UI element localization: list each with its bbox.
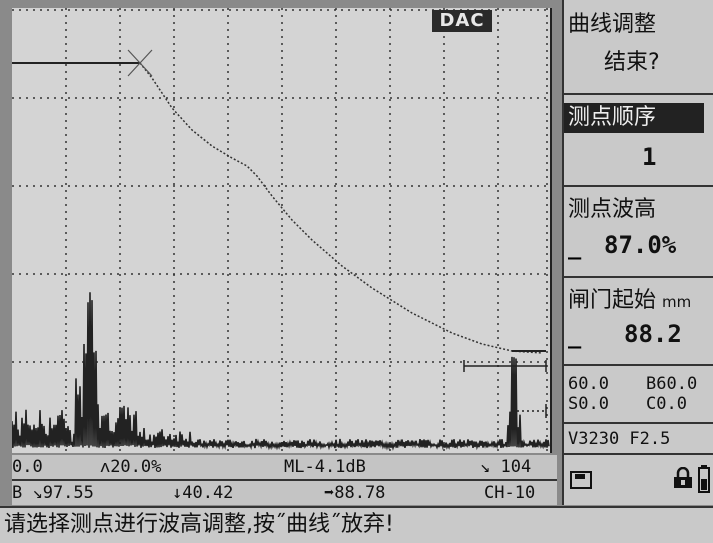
- menu-gate-start[interactable]: 闸门起始 mm _ 88.2: [564, 278, 713, 366]
- status-row-1: 0.0 ᴧ20.0% ML-4.1dB ↘ 104: [12, 455, 557, 481]
- a-scan-graph: [12, 8, 550, 453]
- battery-icon: [698, 465, 710, 493]
- menu-curve-adjust-end[interactable]: 曲线调整 结束?: [564, 0, 713, 95]
- sound-path-readout: ➡88.78: [324, 483, 386, 503]
- depth-readout: ↓40.42: [172, 483, 234, 503]
- menu-gate-start-label-row: 闸门起始 mm: [564, 278, 713, 317]
- menu-point-amplitude-value: 87.0%: [604, 231, 677, 259]
- gate-level-readout: ᴧ20.0%: [100, 457, 162, 477]
- gate-bar: [463, 360, 547, 418]
- right-menu-panel: 曲线调整 结束? 测点顺序 1 测点波高 _ 87.0% 闸门起始 mm _ 88…: [562, 0, 713, 505]
- menu-gate-start-value: 88.2: [624, 320, 682, 348]
- menu-gate-start-unit: mm: [662, 293, 692, 311]
- menu-point-order-label: 测点顺序: [564, 103, 704, 133]
- menu-curve-adjust-line1: 曲线调整: [568, 12, 657, 37]
- param-block-2: V3230 F2.5: [564, 424, 713, 455]
- param-block-1: 60.0 B60.0 S0.0 C0.0: [564, 366, 713, 424]
- menu-gate-start-label: 闸门起始: [568, 288, 657, 313]
- a-scan-display: DAC: [12, 8, 552, 453]
- measure-point-marker: [127, 49, 153, 77]
- menu-point-order-value: 1: [642, 143, 657, 171]
- channel-readout: CH-10: [484, 483, 536, 503]
- b-readout: B ↘97.55: [12, 483, 94, 503]
- param-row-1: 60.0 B60.0: [568, 374, 698, 394]
- mode-badge: DAC: [432, 10, 492, 32]
- status-row-2: B ↘97.55 ↓40.42 ➡88.78 CH-10: [12, 481, 557, 505]
- echo-waveform: [12, 292, 550, 451]
- status-readout: 0.0 ᴧ20.0% ML-4.1dB ↘ 104 B ↘97.55 ↓40.4…: [12, 455, 557, 505]
- menu-point-amplitude-label: 测点波高: [568, 197, 657, 222]
- ml-readout: ML-4.1dB: [284, 457, 366, 477]
- save-icon[interactable]: [570, 471, 592, 489]
- peak-readout: ↘ 104: [480, 457, 532, 477]
- menu-point-amplitude[interactable]: 测点波高 _ 87.0%: [564, 187, 713, 278]
- edit-cursor: _: [568, 235, 582, 260]
- menu-point-order[interactable]: 测点顺序 1: [564, 95, 713, 187]
- edit-cursor: _: [568, 324, 582, 349]
- param-row-3: V3230 F2.5: [568, 429, 671, 449]
- icon-tray: [564, 455, 713, 505]
- prompt-bar: 请选择测点进行波高调整,按˝曲线˝放弃!: [0, 506, 713, 543]
- menu-curve-adjust-line2: 结束?: [604, 50, 660, 75]
- param-row-2: S0.0 C0.0: [568, 394, 687, 414]
- lock-icon: [674, 467, 692, 488]
- gain-readout: 0.0: [12, 457, 43, 477]
- echo-trace: [12, 292, 550, 451]
- prompt-message: 请选择测点进行波高调整,按˝曲线˝放弃!: [4, 512, 394, 537]
